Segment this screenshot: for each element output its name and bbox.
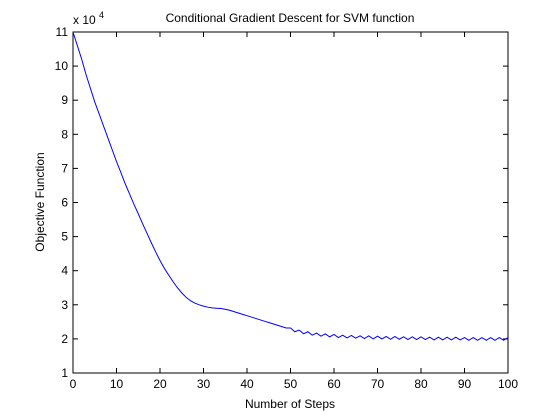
x-tick-label: 60 [327, 377, 341, 391]
y-tick-label: 6 [61, 196, 68, 210]
plot-area [72, 31, 509, 374]
y-multiplier-exponent: 4 [99, 10, 104, 20]
x-tick-label: 50 [284, 377, 298, 391]
x-tick-label: 100 [498, 377, 518, 391]
y-multiplier-base: x 10 [73, 13, 96, 27]
y-tick-label: 1 [61, 366, 68, 380]
y-tick-label: 5 [61, 230, 68, 244]
x-axis-label: Number of Steps [245, 397, 335, 411]
y-tick-label: 4 [61, 264, 68, 278]
y-tick-label: 3 [61, 298, 68, 312]
chart-title: Conditional Gradient Descent for SVM fun… [166, 11, 415, 25]
x-tick-label: 30 [197, 377, 211, 391]
y-tick-label: 9 [61, 93, 68, 107]
y-tick-label: 7 [61, 161, 68, 175]
x-tick-label: 70 [371, 377, 385, 391]
x-tick-label: 90 [458, 377, 472, 391]
x-tick-label: 80 [414, 377, 428, 391]
y-tick-label: 8 [61, 127, 68, 141]
y-axis-label: Objective Function [33, 152, 47, 251]
y-tick-label: 11 [56, 25, 69, 39]
x-tick-label: 20 [153, 377, 167, 391]
y-axis: 1 2 3 4 5 6 7 8 9 10 11 [55, 25, 508, 380]
x-axis: 0 10 20 30 40 50 60 70 80 90 100 [70, 32, 518, 391]
y-tick-label: 10 [55, 59, 69, 73]
y-multiplier-label: x 10 4 [73, 10, 104, 27]
x-tick-label: 10 [110, 377, 124, 391]
series-line [72, 31, 509, 341]
y-tick-label: 2 [61, 332, 68, 346]
x-tick-label: 40 [240, 377, 254, 391]
x-tick-label: 0 [70, 377, 77, 391]
